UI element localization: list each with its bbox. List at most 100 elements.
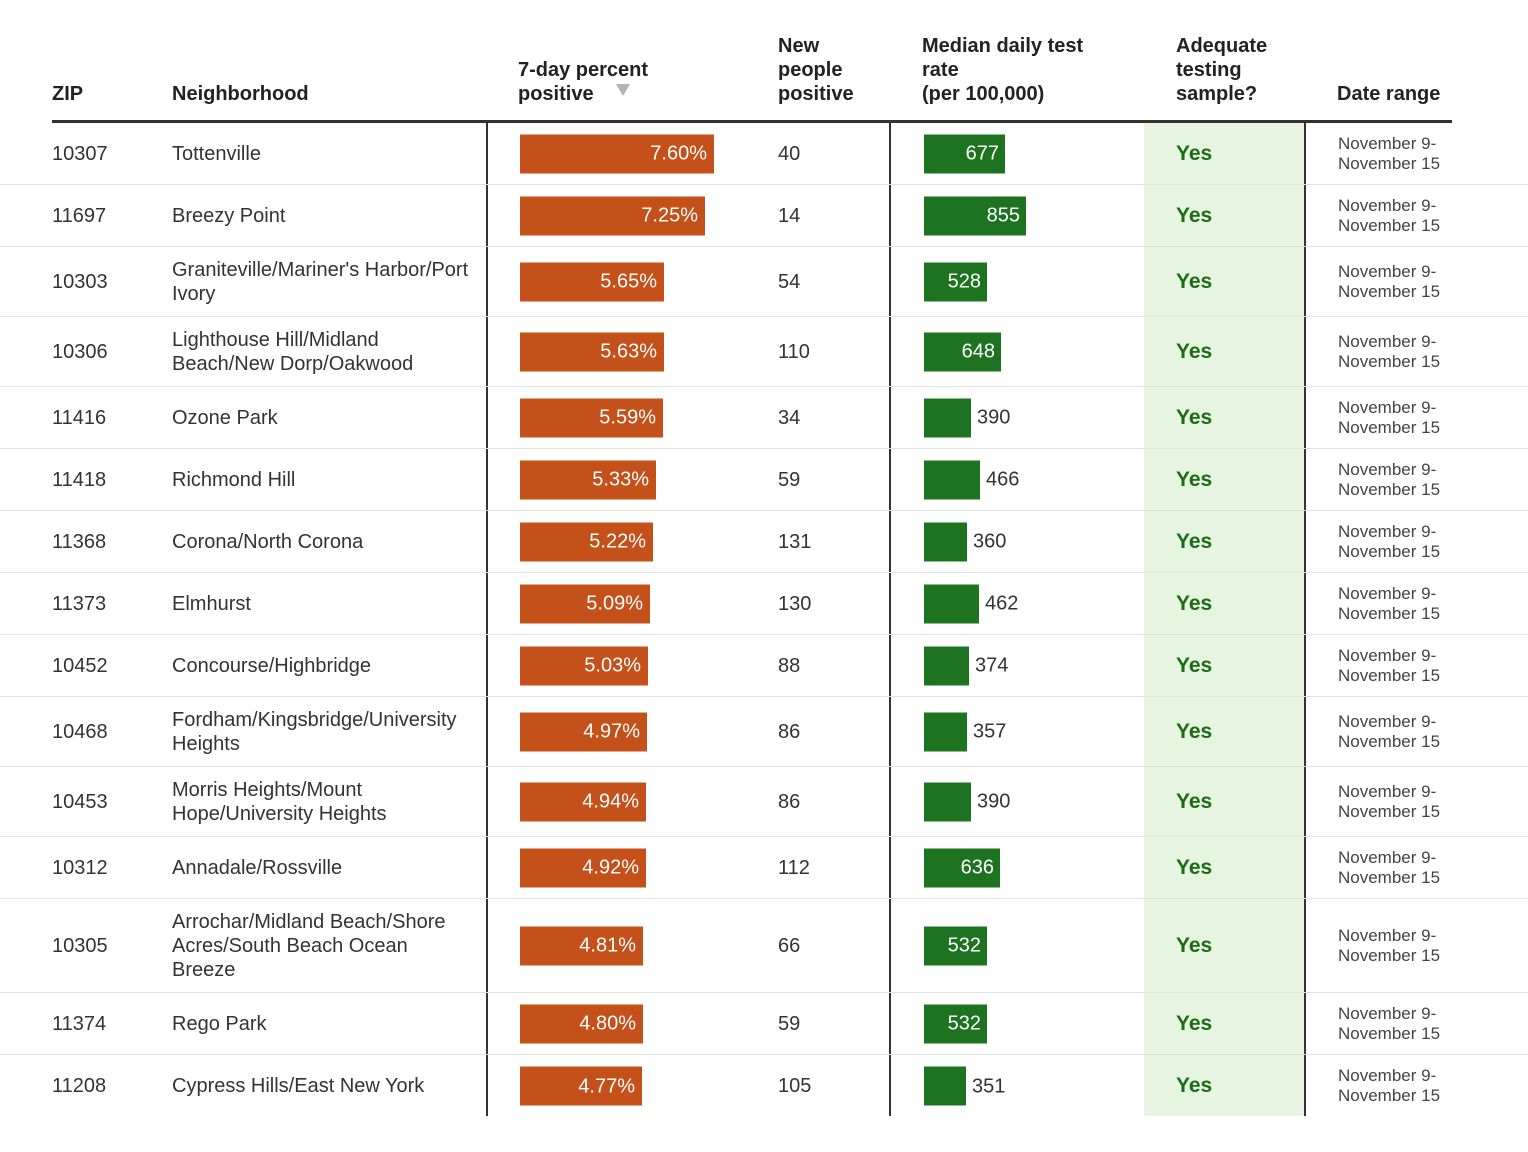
date-range-cell: November 9- November 15 [1338,397,1441,437]
zip-cell: 11374 [52,1012,107,1035]
header-neighborhood[interactable]: Neighborhood [172,83,309,105]
test-rate-label: 648 [961,340,995,363]
test-rate-label: 360 [973,530,1007,553]
table-row: 10312 Annadale/Rossville 4.92% 112 636 Yes Nov… [0,837,1528,899]
header-test-rate[interactable]: Median daily test rate (per 100,000) [922,35,1084,105]
test-rate-bar: 390 [924,782,1010,821]
date-range-cell: November 9- November 15 [1338,133,1441,173]
adequate-cell: Yes [1176,933,1213,957]
test-rate-label: 636 [960,856,994,879]
new-positive-cell: 40 [778,142,801,165]
test-rate-bar: 648 [924,332,1001,371]
table-row: 11208 Cypress Hills/East New York 4.77% 105… [0,1055,1528,1117]
pct-positive-bar: 5.22% [520,522,653,561]
test-rate-bar: 462 [924,584,1018,623]
new-positive-cell: 14 [778,204,801,227]
table-row: 11418 Richmond Hill 5.33% 59 466 Yes November … [0,449,1528,511]
table-row: 10307 Tottenville 7.60% 40 677 Yes November 9-… [0,123,1528,185]
pct-positive-bar: 4.94% [520,782,646,821]
test-rate-bar: 466 [924,460,1019,499]
new-positive-cell: 88 [778,654,801,677]
table-row: 10453 Morris Heights/Mount Hope/Universit… [0,767,1528,837]
new-positive-cell: 110 [778,340,810,363]
neighborhood-cell: Rego Park [172,1012,267,1035]
new-positive-cell: 54 [778,270,801,293]
pct-positive-bar: 5.33% [520,460,656,499]
pct-positive-label: 4.81% [579,934,636,957]
table-row: 11697 Breezy Point 7.25% 14 855 Yes November 9… [0,185,1528,247]
date-range-cell: November 9- November 15 [1338,195,1441,235]
test-rate-label: 532 [947,1012,981,1035]
table-row: 10468 Fordham/Kingsbridge/University Heig… [0,697,1528,767]
date-range-cell: November 9- November 15 [1338,521,1441,561]
adequate-cell: Yes [1176,529,1213,553]
new-positive-cell: 86 [778,790,801,813]
test-rate-label: 677 [965,142,999,165]
header-new-positive[interactable]: New people positive [778,35,854,105]
date-range-cell: November 9- November 15 [1338,645,1441,685]
date-range-cell: November 9- November 15 [1338,459,1441,499]
table-row: 10305 Arrochar/Midland Beach/Shore Acres/… [0,899,1528,993]
column-divider [889,123,891,1116]
adequate-cell: Yes [1176,339,1213,363]
pct-positive-bar: 4.97% [520,712,647,751]
neighborhood-cell: Ozone Park [172,406,278,429]
header-pct-positive[interactable]: 7-day percent positive [518,59,649,105]
zip-cell: 10306 [52,340,108,363]
test-rate-bar: 532 [924,1004,987,1043]
adequate-cell: Yes [1176,1011,1213,1035]
header-zip[interactable]: ZIP [52,83,84,105]
adequate-cell: Yes [1176,203,1213,227]
sort-descending-icon[interactable] [616,84,630,96]
header-adequate[interactable]: Adequate testing sample? [1176,35,1268,105]
zip-cell: 11416 [52,406,107,429]
pct-positive-label: 4.80% [579,1012,636,1035]
pct-positive-bar: 5.65% [520,262,664,301]
test-rate-bar: 855 [924,196,1026,235]
new-positive-cell: 130 [778,592,812,615]
new-positive-cell: 131 [778,530,812,553]
pct-positive-bar: 4.77% [520,1066,642,1106]
adequate-cell: Yes [1176,405,1213,429]
adequate-cell: Yes [1176,719,1213,743]
zip-cell: 11418 [52,468,107,491]
date-range-cell: November 9- November 15 [1338,711,1441,751]
pct-positive-label: 7.25% [641,204,698,227]
date-range-cell: November 9- November 15 [1338,925,1441,965]
neighborhood-cell: Graniteville/Mariner's Harbor/Port Ivory [172,258,469,305]
new-positive-cell: 112 [778,856,810,879]
test-rate-bar: 374 [924,646,1008,685]
test-rate-label: 351 [972,1075,1006,1097]
adequate-cell: Yes [1176,855,1213,879]
test-rate-label: 390 [977,790,1011,813]
zip-cell: 11373 [52,592,107,615]
table-row: 10303 Graniteville/Mariner's Harbor/Port … [0,247,1528,317]
header-date-range[interactable]: Date range [1337,83,1441,105]
date-range-cell: November 9- November 15 [1338,847,1441,887]
test-rate-label: 390 [977,406,1011,429]
pct-positive-bar: 5.03% [520,646,648,685]
zip-cell: 10468 [52,720,108,743]
test-rate-bar: 351 [924,1066,1005,1106]
test-rate-bar: 357 [924,712,1006,751]
pct-positive-bar: 4.81% [520,926,643,965]
pct-positive-bar: 4.80% [520,1004,643,1043]
date-range-cell: November 9- November 15 [1338,261,1441,301]
pct-positive-bar: 5.09% [520,584,650,623]
pct-positive-label: 4.94% [582,790,639,813]
pct-positive-bar: 5.59% [520,398,663,437]
test-rate-label: 462 [985,592,1019,615]
pct-positive-label: 5.09% [586,592,643,615]
zip-cell: 10453 [52,790,108,813]
new-positive-cell: 59 [778,468,801,491]
test-rate-label: 532 [947,934,981,957]
pct-positive-label: 5.22% [589,530,646,553]
adequate-cell: Yes [1176,1074,1213,1097]
new-positive-cell: 66 [778,934,801,957]
zip-cell: 11368 [52,530,107,553]
zip-cell: 11697 [52,204,107,227]
new-positive-cell: 86 [778,720,801,743]
table-row: 11374 Rego Park 4.80% 59 532 Yes November 9- N… [0,993,1528,1055]
pct-positive-bar: 4.92% [520,848,646,887]
table-row: 11368 Corona/North Corona 5.22% 131 360 Yes No… [0,511,1528,573]
